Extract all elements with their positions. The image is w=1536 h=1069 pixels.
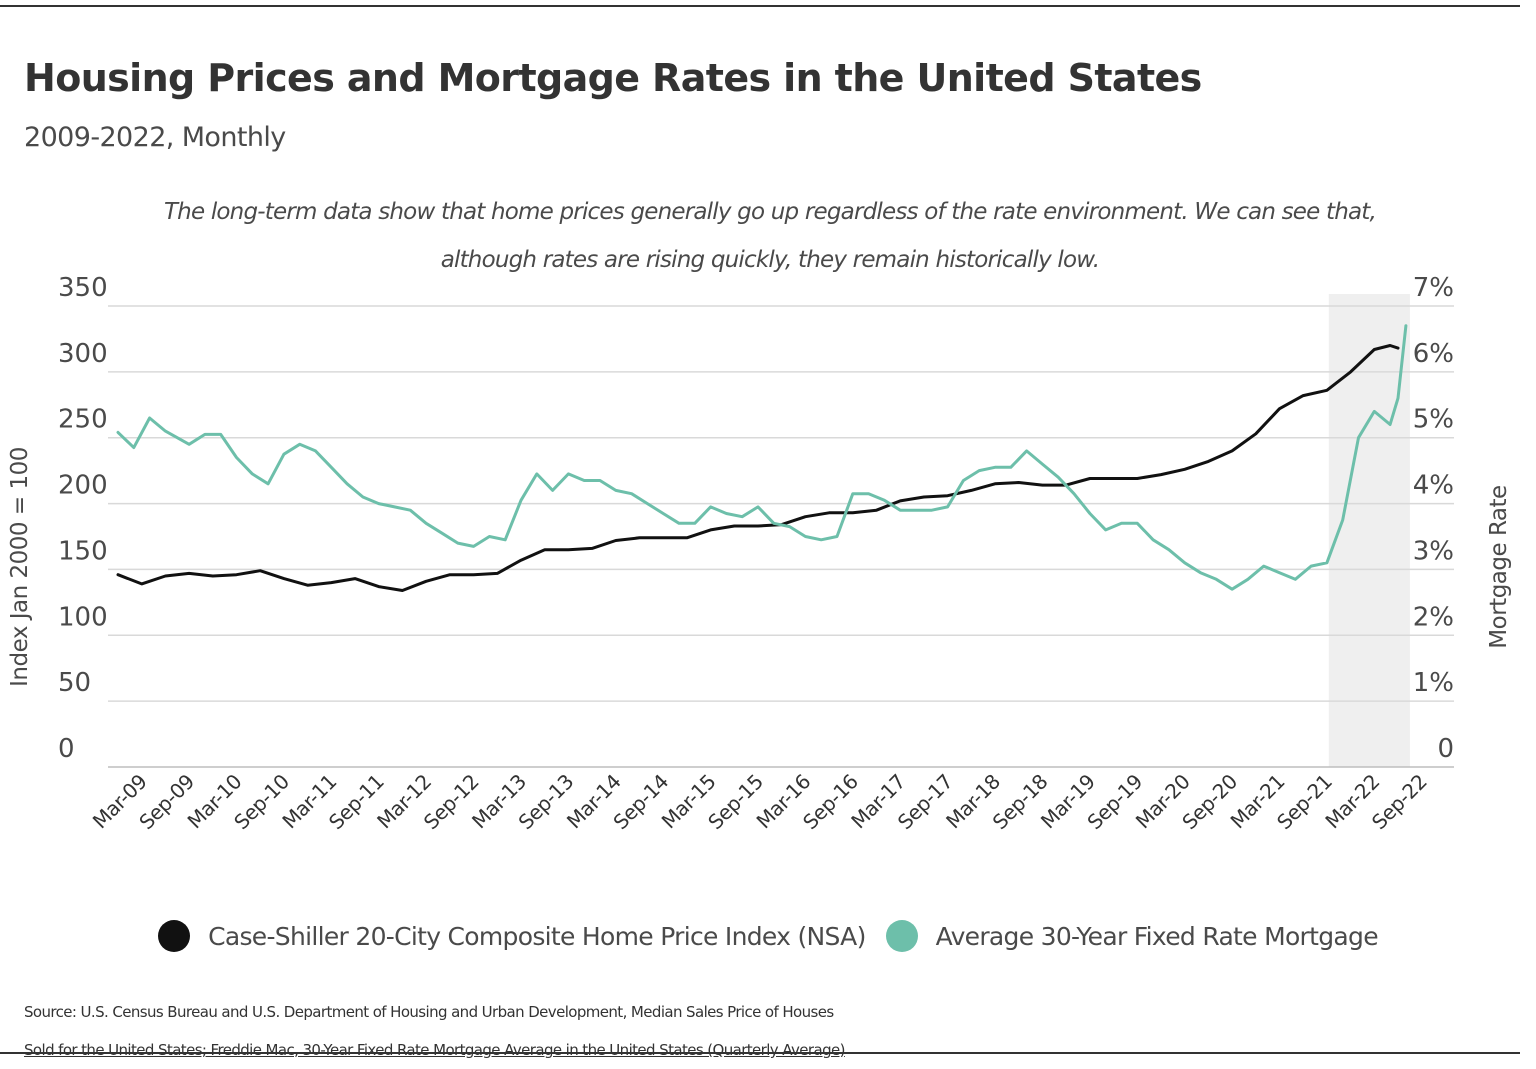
y-left-tick-label: 350 (58, 273, 108, 303)
source-line-2: Sold for the United States; Freddie Mac,… (24, 1041, 846, 1059)
bottom-rule (0, 1052, 1520, 1054)
y-right-tick-label: 5% (1413, 405, 1454, 435)
y-right-axis-title: Mortgage Rate (1486, 485, 1512, 648)
home-price-index-line (116, 344, 1400, 592)
line-chart: 0 0 50 1% 100 2% 150 3% 200 4% 250 5% 300 6% 350 7% Inde… (7, 273, 1512, 834)
y-right-tick-label: 3% (1413, 536, 1454, 566)
y-left-axis-title: Index Jan 2000 = 100 (7, 447, 33, 687)
mortgage-rate-line (116, 324, 1408, 591)
top-rule (0, 5, 1520, 7)
legend-item-home-price-index: Case-Shiller 20-City Composite Home Pric… (158, 920, 866, 952)
annotation-line-2: although rates are rising quickly, they … (440, 247, 1100, 273)
y-left-tick-label: 150 (58, 536, 108, 566)
chart-legend: Case-Shiller 20-City Composite Home Pric… (0, 920, 1536, 952)
source-note: Source: U.S. Census Bureau and U.S. Depa… (24, 993, 1504, 1069)
source-line-1: Source: U.S. Census Bureau and U.S. Depa… (24, 1003, 834, 1021)
chart-title: Housing Prices and Mortgage Rates in the… (24, 56, 1202, 100)
y-left-tick-label: 250 (58, 405, 108, 435)
legend-label-home-price-index: Case-Shiller 20-City Composite Home Pric… (208, 921, 866, 951)
y-right-tick-label: 0 (1437, 734, 1454, 764)
annotation-line-1: The long-term data show that home prices… (163, 199, 1377, 225)
y-right-tick-label: 2% (1413, 602, 1454, 632)
y-left-tick-label: 100 (58, 602, 108, 632)
legend-label-mortgage-rate: Average 30-Year Fixed Rate Mortgage (935, 921, 1379, 951)
y-left-tick-label: 0 (58, 734, 75, 764)
legend-item-mortgage-rate: Average 30-Year Fixed Rate Mortgage (885, 920, 1379, 952)
y-right-tick-label: 6% (1413, 339, 1454, 369)
chart-subtitle: 2009-2022, Monthly (24, 122, 286, 153)
legend-swatch-black-dot (158, 920, 191, 952)
y-right-tick-label: 4% (1413, 471, 1454, 501)
y-right-tick-label: 7% (1413, 273, 1454, 303)
y-left-tick-label: 200 (58, 471, 108, 501)
y-right-tick-label: 1% (1413, 668, 1454, 698)
y-left-tick-label: 300 (58, 339, 108, 369)
y-left-tick-label: 50 (58, 668, 91, 698)
legend-swatch-teal-dot (885, 920, 918, 952)
highlight-band (1328, 294, 1410, 767)
chart-annotation: The long-term data show that home prices… (120, 188, 1420, 284)
